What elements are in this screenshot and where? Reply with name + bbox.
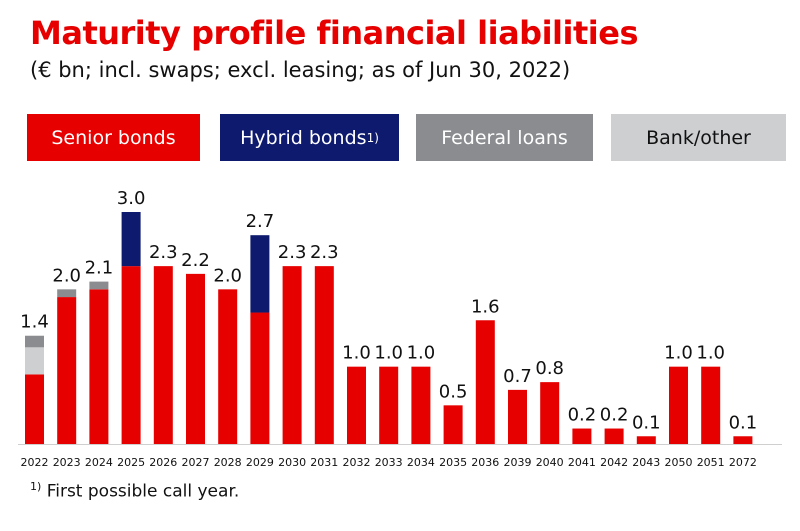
chart-subtitle: (€ bn; incl. swaps; excl. leasing; as of… bbox=[30, 58, 571, 82]
x-tick-label: 2030 bbox=[278, 456, 306, 469]
data-label: 2.1 bbox=[85, 258, 114, 279]
data-label: 2.0 bbox=[52, 265, 81, 286]
bar-bank-other bbox=[25, 347, 44, 375]
x-tick-label: 2033 bbox=[375, 456, 403, 469]
x-tick-label: 2040 bbox=[536, 456, 564, 469]
bar-senior-bonds bbox=[25, 374, 44, 444]
legend-item-bank-other: Bank/other bbox=[611, 114, 786, 161]
bar-senior-bonds bbox=[669, 366, 688, 444]
bar-senior-bonds bbox=[411, 366, 431, 444]
chart-title: Maturity profile financial liabilities bbox=[30, 14, 638, 52]
x-tick-label: 2035 bbox=[439, 456, 467, 469]
x-tick-label: 2039 bbox=[504, 456, 532, 469]
footnote-text: First possible call year. bbox=[41, 481, 240, 502]
data-label: 2.3 bbox=[149, 242, 178, 263]
legend-item-hybrid-bonds: Hybrid bonds 1) bbox=[220, 114, 399, 161]
x-tick-label: 2041 bbox=[568, 456, 596, 469]
bar-senior-bonds bbox=[250, 312, 270, 444]
x-tick-label: 2027 bbox=[182, 456, 210, 469]
data-label: 2.3 bbox=[310, 242, 339, 263]
bar-federal-loans bbox=[57, 289, 77, 298]
data-label: 1.0 bbox=[342, 343, 371, 364]
x-tick-label: 2024 bbox=[85, 456, 113, 469]
legend-item-federal-loans: Federal loans bbox=[416, 114, 593, 161]
bar-senior-bonds bbox=[121, 266, 141, 444]
legend-label: Senior bonds bbox=[51, 126, 176, 149]
data-label: 2.0 bbox=[213, 265, 242, 286]
x-tick-label: 2031 bbox=[310, 456, 338, 469]
bar-senior-bonds bbox=[508, 389, 527, 444]
x-tick-label: 2050 bbox=[665, 456, 693, 469]
data-label: 0.1 bbox=[729, 412, 758, 433]
footnote: 1) First possible call year. bbox=[30, 480, 239, 502]
data-label: 0.5 bbox=[439, 381, 468, 402]
x-tick-label: 2072 bbox=[729, 456, 757, 469]
legend-label: Hybrid bonds bbox=[240, 126, 367, 149]
bar-hybrid-bonds bbox=[250, 235, 270, 313]
data-label: 1.6 bbox=[471, 296, 500, 317]
data-label: 0.2 bbox=[600, 405, 629, 426]
data-label: 1.0 bbox=[696, 343, 725, 364]
bar-senior-bonds bbox=[443, 405, 463, 444]
data-label: 1.0 bbox=[374, 343, 403, 364]
bar-federal-loans bbox=[25, 335, 44, 348]
data-label: 0.7 bbox=[503, 366, 532, 387]
bar-federal-loans bbox=[89, 281, 109, 290]
data-label: 2.2 bbox=[181, 250, 210, 271]
data-label: 3.0 bbox=[117, 188, 146, 209]
legend-label: Bank/other bbox=[646, 126, 751, 149]
data-label: 1.4 bbox=[20, 312, 49, 333]
x-tick-label: 2023 bbox=[53, 456, 81, 469]
x-tick-label: 2036 bbox=[471, 456, 499, 469]
x-tick-label: 2032 bbox=[343, 456, 371, 469]
x-tick-label: 2043 bbox=[632, 456, 660, 469]
x-tick-label: 2034 bbox=[407, 456, 435, 469]
data-label: 1.0 bbox=[664, 343, 693, 364]
bar-senior-bonds bbox=[636, 436, 656, 444]
x-tick-label: 2025 bbox=[117, 456, 145, 469]
bar-senior-bonds bbox=[57, 297, 77, 444]
footnote-marker: 1) bbox=[30, 480, 42, 493]
bar-senior-bonds bbox=[347, 366, 366, 444]
data-label: 2.7 bbox=[246, 211, 275, 232]
x-tick-label: 2029 bbox=[246, 456, 274, 469]
bar-senior-bonds bbox=[282, 266, 302, 444]
x-tick-label: 2026 bbox=[149, 456, 177, 469]
data-label: 2.3 bbox=[278, 242, 307, 263]
legend-footnote-marker: 1) bbox=[366, 130, 379, 145]
bar-senior-bonds bbox=[379, 366, 399, 444]
x-tick-label: 2051 bbox=[697, 456, 725, 469]
bar-senior-bonds bbox=[218, 289, 238, 444]
bar-senior-bonds bbox=[153, 266, 173, 444]
x-tick-label: 2028 bbox=[214, 456, 242, 469]
bar-senior-bonds bbox=[186, 273, 205, 444]
bar-hybrid-bonds bbox=[121, 212, 141, 267]
x-tick-label: 2042 bbox=[600, 456, 628, 469]
data-label: 0.2 bbox=[568, 405, 597, 426]
bar-senior-bonds bbox=[475, 320, 495, 444]
data-label: 0.8 bbox=[535, 358, 564, 379]
bar-senior-bonds bbox=[701, 366, 721, 444]
data-label: 0.1 bbox=[632, 412, 661, 433]
bar-senior-bonds bbox=[89, 289, 109, 444]
legend-item-senior-bonds: Senior bonds bbox=[27, 114, 200, 161]
data-label: 1.0 bbox=[407, 343, 436, 364]
bar-senior-bonds bbox=[572, 428, 592, 444]
legend-label: Federal loans bbox=[441, 126, 568, 149]
bar-senior-bonds bbox=[604, 428, 624, 444]
bar-senior-bonds bbox=[540, 382, 560, 444]
bar-senior-bonds bbox=[733, 436, 753, 444]
bar-senior-bonds bbox=[314, 266, 334, 444]
x-tick-label: 2022 bbox=[21, 456, 49, 469]
